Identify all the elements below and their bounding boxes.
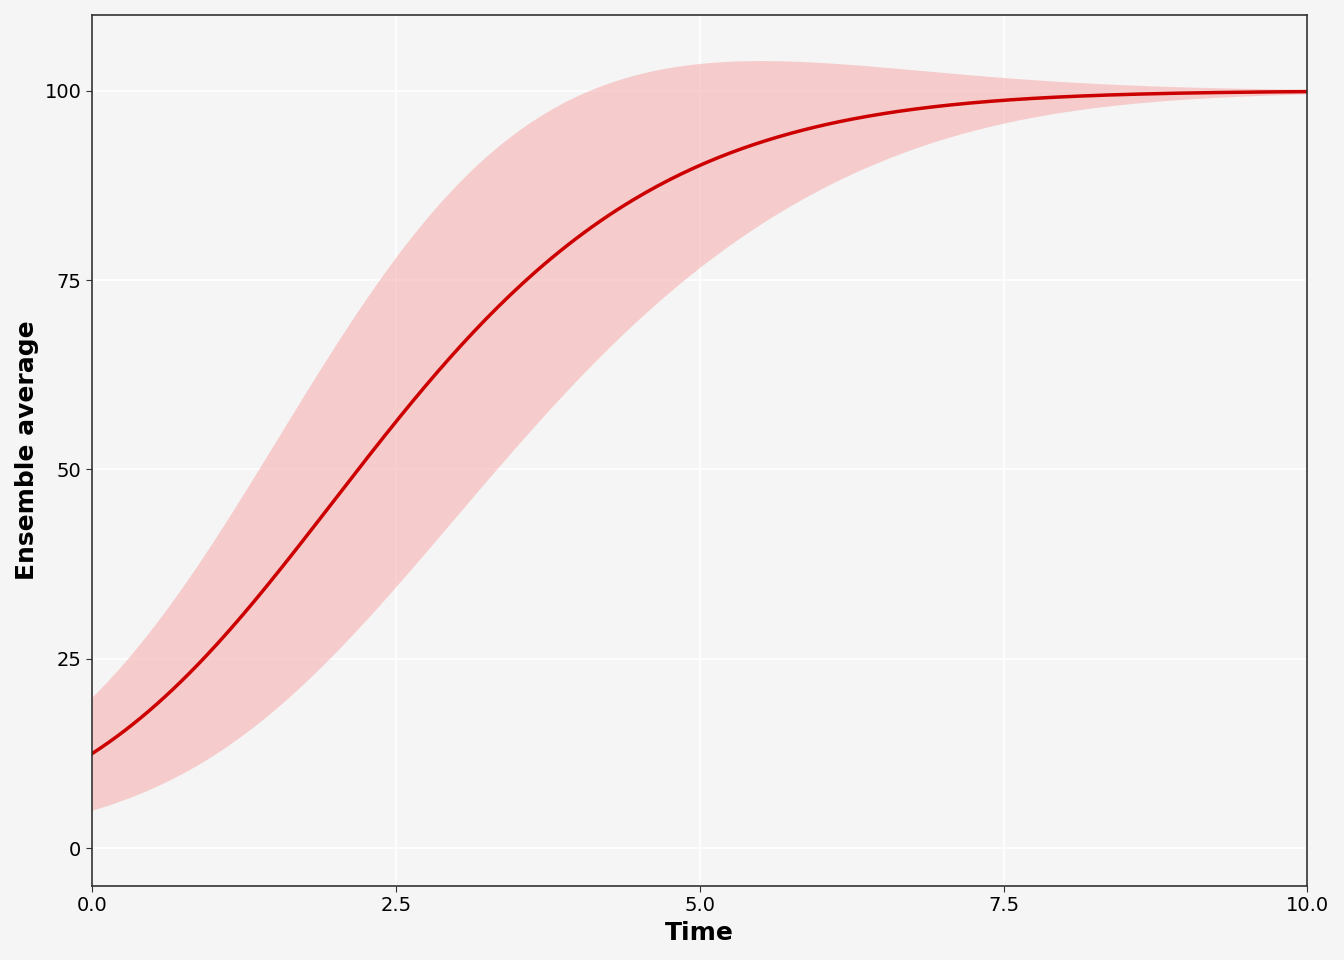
Y-axis label: Ensemble average: Ensemble average — [15, 321, 39, 581]
X-axis label: Time: Time — [665, 921, 734, 945]
